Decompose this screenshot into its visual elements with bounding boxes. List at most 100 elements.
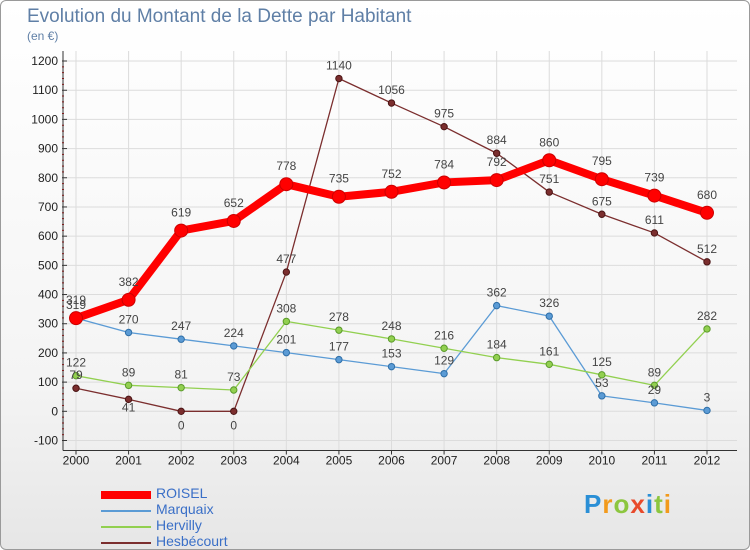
data-point xyxy=(650,399,659,407)
data-label: 89 xyxy=(122,365,136,379)
data-label: 161 xyxy=(539,344,559,358)
data-label: 752 xyxy=(381,167,401,181)
data-label: 247 xyxy=(171,319,191,333)
legend-swatch xyxy=(101,491,151,499)
y-tick-label: 300 xyxy=(38,317,58,331)
proxiti-logo: Proxiti xyxy=(584,489,672,520)
data-point xyxy=(703,258,711,266)
data-label: 675 xyxy=(592,194,612,208)
data-label: 53 xyxy=(595,376,609,390)
data-point xyxy=(279,177,294,192)
data-point xyxy=(230,386,238,394)
legend-label: Hesbécourt xyxy=(156,533,228,549)
data-label: 0 xyxy=(178,418,185,432)
data-label: 79 xyxy=(69,368,83,382)
y-tick-label: 500 xyxy=(38,258,58,272)
data-label: 680 xyxy=(697,188,717,202)
x-tick-label: 2000 xyxy=(63,454,90,468)
legend-label: Hervilly xyxy=(156,517,202,533)
data-label: 784 xyxy=(434,157,454,171)
data-label: 89 xyxy=(648,365,662,379)
data-point xyxy=(650,381,659,390)
y-tick-label: 800 xyxy=(38,171,58,185)
data-label: 778 xyxy=(276,159,296,173)
data-point xyxy=(387,99,396,107)
data-label: 477 xyxy=(276,252,296,266)
data-point xyxy=(489,173,504,188)
x-tick-label: 2008 xyxy=(483,454,510,468)
data-label: 611 xyxy=(645,213,664,227)
data-label: 125 xyxy=(592,355,612,369)
logo-letter: i xyxy=(663,489,672,519)
logo-letter: t xyxy=(654,489,664,519)
legend-label: ROISEL xyxy=(156,485,208,501)
legend-label: Marquaix xyxy=(156,501,214,517)
data-point xyxy=(598,392,606,400)
data-point xyxy=(700,205,714,220)
data-label: 129 xyxy=(434,354,454,368)
x-tick-label: 2005 xyxy=(326,454,353,468)
data-label: 739 xyxy=(644,171,664,185)
data-point xyxy=(647,188,662,203)
data-point xyxy=(545,312,553,320)
data-point xyxy=(121,292,136,307)
data-point xyxy=(174,223,189,238)
data-point xyxy=(492,353,501,362)
data-label: 184 xyxy=(487,338,507,352)
x-tick-label: 2002 xyxy=(168,454,195,468)
y-tick-label: 100 xyxy=(38,375,58,389)
data-label: 216 xyxy=(434,328,454,342)
data-label: 619 xyxy=(171,206,191,220)
data-label: 751 xyxy=(539,172,559,186)
data-label: 41 xyxy=(122,400,136,414)
y-tick-label: 200 xyxy=(38,346,58,360)
x-tick-label: 2004 xyxy=(273,454,300,468)
y-tick-label: 1100 xyxy=(32,83,58,97)
y-tick-label: 700 xyxy=(38,200,58,214)
data-point xyxy=(598,210,606,218)
legend-swatch xyxy=(101,510,151,512)
data-point xyxy=(124,395,133,404)
data-point xyxy=(331,189,346,204)
x-tick-label: 2006 xyxy=(378,454,405,468)
data-point xyxy=(335,74,343,83)
data-point xyxy=(492,301,501,310)
data-label: 884 xyxy=(487,133,507,147)
data-point xyxy=(230,407,238,416)
data-point xyxy=(335,326,343,334)
data-label: 278 xyxy=(329,310,349,324)
data-point xyxy=(384,184,399,199)
chart-title: Evolution du Montant de la Dette par Hab… xyxy=(27,6,412,27)
data-label: 975 xyxy=(434,107,454,121)
y-tick-label: 1000 xyxy=(31,112,58,126)
data-point xyxy=(545,188,553,196)
data-point xyxy=(387,335,396,343)
x-tick-label: 2007 xyxy=(431,454,458,468)
x-tick-label: 2011 xyxy=(642,454,668,468)
data-label: 795 xyxy=(592,154,612,168)
data-label: 3 xyxy=(704,390,711,404)
data-label: 73 xyxy=(227,370,241,384)
data-point xyxy=(177,383,185,392)
y-tick-label: 600 xyxy=(38,229,58,243)
data-label: 1140 xyxy=(326,59,352,73)
data-point xyxy=(124,328,133,337)
data-label: 308 xyxy=(276,301,296,315)
data-label: 282 xyxy=(697,309,717,323)
data-point xyxy=(440,344,448,352)
series-lines xyxy=(69,74,714,416)
data-point xyxy=(387,362,396,371)
data-label: 382 xyxy=(119,275,139,289)
data-point xyxy=(335,355,343,364)
data-point xyxy=(437,175,452,190)
data-label: 319 xyxy=(66,298,86,312)
data-point xyxy=(282,348,291,357)
data-label: 201 xyxy=(276,333,296,347)
data-label: 224 xyxy=(224,326,244,340)
data-point xyxy=(440,122,448,131)
chart-unit-label: (en €) xyxy=(27,29,59,43)
x-tick-label: 2009 xyxy=(536,454,563,468)
data-point xyxy=(594,172,609,187)
logo-letter: i xyxy=(645,489,655,519)
